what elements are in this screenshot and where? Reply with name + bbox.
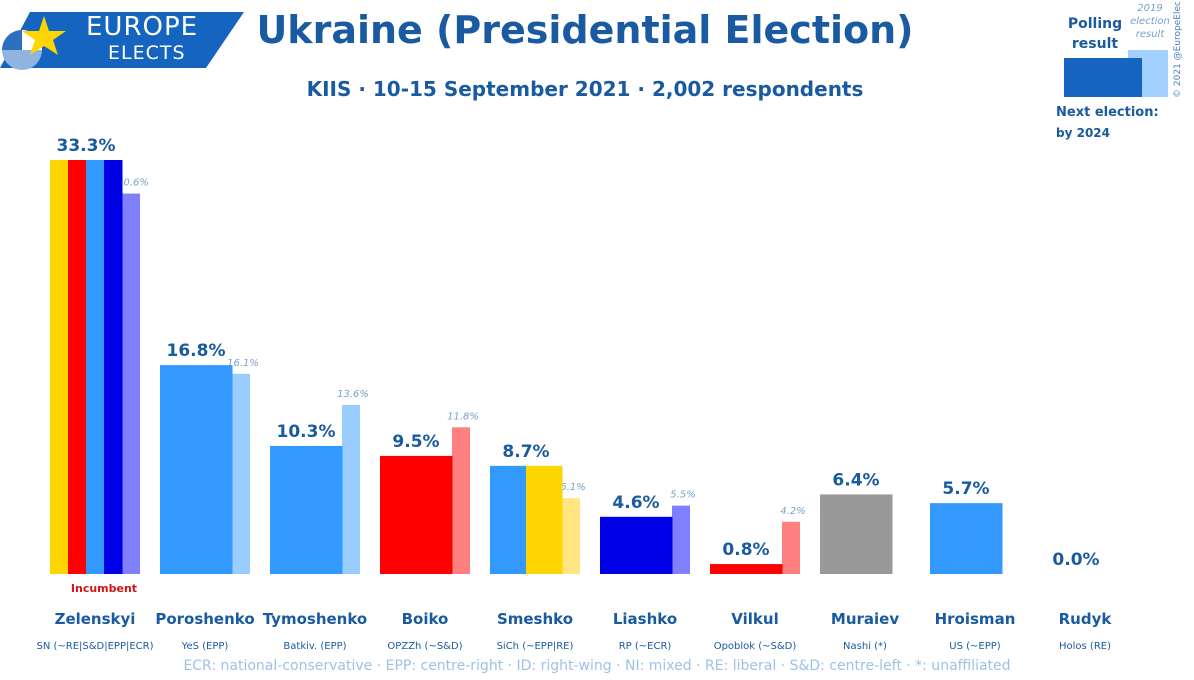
- candidate-label: Smeshko: [497, 610, 573, 628]
- candidate-label: Liashko: [613, 610, 677, 628]
- party-label: Opoblok (~S&D): [714, 641, 797, 652]
- previous-result-label: 5.5%: [670, 490, 695, 501]
- chart-subtitle: KIIS · 10-15 September 2021 · 2,002 resp…: [306, 77, 864, 101]
- polling-bar-boiko: [380, 455, 453, 574]
- polling-bar-vilkul: [710, 564, 783, 574]
- chart-title: Ukraine (Presidential Election): [256, 8, 914, 52]
- previous-result-bar: [122, 193, 140, 574]
- copyright-notice: © 2021 @EuropeElects: [1173, 2, 1183, 98]
- candidate-label: Tymoshenko: [263, 610, 368, 628]
- logo-subword: ELECTS: [108, 42, 186, 64]
- legend-polling-swatch: [1064, 58, 1142, 97]
- polling-bar-liashko: [600, 516, 673, 574]
- polling-bar-tymoshenko: [270, 445, 343, 574]
- candidate-label: Muraiev: [831, 610, 899, 628]
- polling-bar-muraiev: [820, 494, 893, 574]
- polling-value-label: 4.6%: [612, 493, 659, 513]
- previous-result-label: 11.8%: [447, 411, 479, 422]
- candidate-label: Vilkul: [731, 610, 778, 628]
- polling-bar-smeshko: [490, 465, 527, 574]
- polling-value-label: 0.8%: [722, 540, 769, 560]
- polling-value-label: 33.3%: [57, 136, 116, 156]
- incumbent-label: Incumbent: [70, 582, 138, 595]
- polling-bar-zelenskyi: [86, 160, 105, 574]
- party-label: Holos (RE): [1059, 641, 1111, 652]
- logo-wordmark: EUROPE: [86, 12, 199, 42]
- polling-bar-zelenskyi: [68, 160, 87, 574]
- previous-result-bar: [232, 373, 250, 574]
- legend-swatches: [1064, 50, 1168, 97]
- party-label: YeS (EPP): [181, 641, 229, 652]
- polling-value-label: 16.8%: [167, 341, 226, 361]
- polling-value-label: 10.3%: [277, 422, 336, 442]
- previous-result-label: 6.1%: [560, 482, 585, 493]
- party-label: RP (~ECR): [619, 641, 672, 652]
- legend-polling-label: Polling result: [1067, 16, 1123, 52]
- candidate-label: Boiko: [402, 610, 449, 628]
- previous-result-bar: [782, 521, 800, 574]
- party-label: OPZZh (~S&D): [387, 641, 462, 652]
- previous-result-bar: [452, 427, 470, 574]
- candidate-label: Rudyk: [1059, 610, 1113, 628]
- party-family-footnote: ECR: national-conservative · EPP: centre…: [183, 658, 1011, 674]
- polling-value-label: 9.5%: [392, 432, 439, 452]
- polling-value-label: 8.7%: [502, 442, 549, 462]
- legend-previous-label: 2019 election result: [1130, 3, 1170, 40]
- previous-result-bar: [342, 404, 360, 574]
- candidate-label: Hroisman: [935, 610, 1016, 628]
- previous-result-label: 4.2%: [780, 506, 805, 517]
- copyright-text: © 2021 @EuropeElects: [1173, 2, 1183, 98]
- previous-result-label: 30.6%: [117, 178, 149, 189]
- party-label: Batkiv. (EPP): [283, 641, 346, 652]
- previous-result-label: 13.6%: [337, 389, 369, 400]
- europe-elects-logo: [0, 12, 244, 70]
- previous-result-bar: [672, 505, 690, 574]
- polling-bar-poroshenko: [160, 365, 233, 574]
- previous-result-label: 16.1%: [227, 358, 259, 369]
- polling-value-label: 5.7%: [942, 479, 989, 499]
- polling-bar-hroisman: [930, 503, 1003, 574]
- next-election-value: by 2024: [1056, 126, 1110, 140]
- candidate-label: Zelenskyi: [55, 610, 136, 628]
- next-election-label: Next election:: [1056, 105, 1159, 120]
- polling-bar-smeshko: [526, 465, 563, 574]
- candidate-label: Poroshenko: [155, 610, 254, 628]
- polling-value-label: 0.0%: [1052, 550, 1099, 570]
- star-icon: [22, 16, 66, 55]
- party-label: Nashi (*): [843, 641, 887, 652]
- polling-value-label: 6.4%: [832, 470, 879, 490]
- polling-bar-zelenskyi: [104, 160, 123, 574]
- party-label: SN (~RE|S&D|EPP|ECR): [36, 641, 153, 652]
- party-label: US (~EPP): [949, 641, 1001, 652]
- previous-result-bar: [562, 498, 580, 574]
- party-label: SiCh (~EPP|RE): [497, 641, 574, 652]
- polling-bar-zelenskyi: [50, 160, 69, 574]
